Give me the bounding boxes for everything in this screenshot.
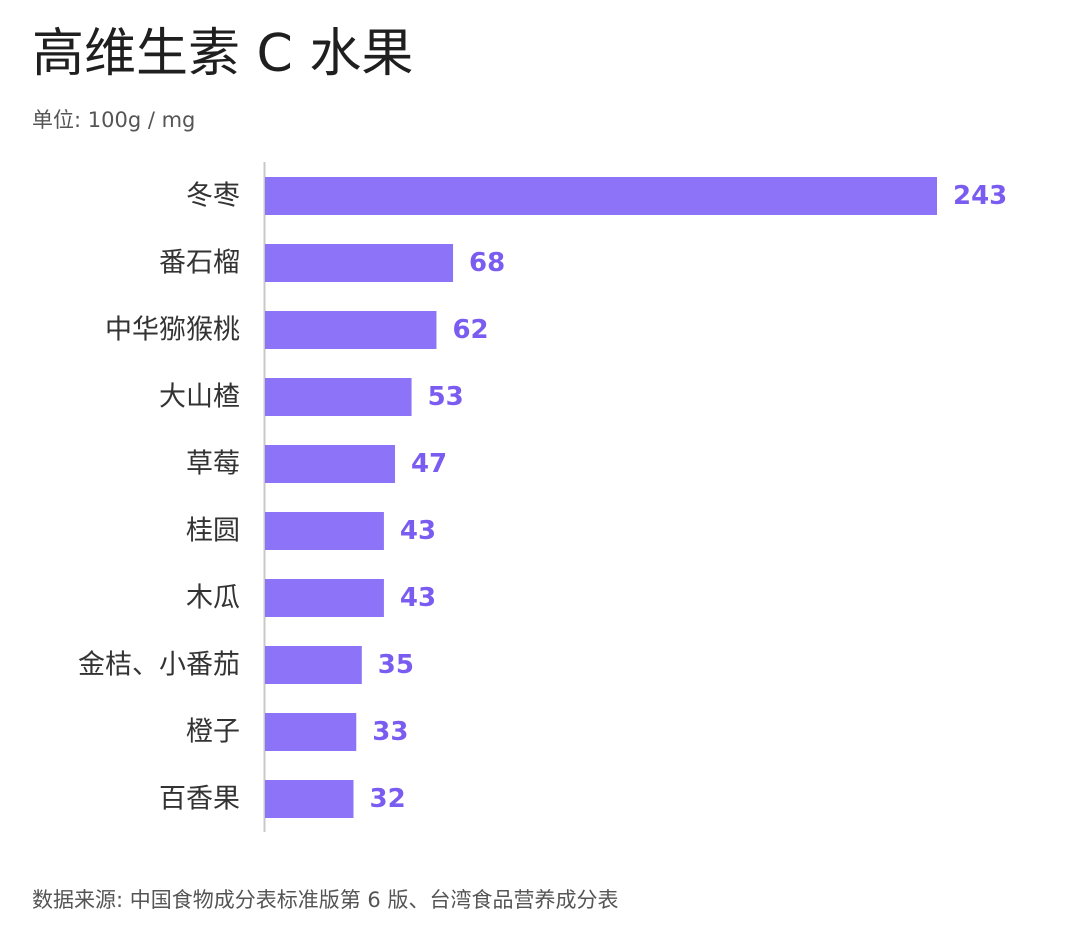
category-label: 木瓜: [186, 583, 240, 614]
value-label: 33: [372, 717, 408, 747]
category-label: 桂圆: [186, 516, 240, 547]
bar: [265, 177, 937, 215]
category-label: 冬枣: [186, 181, 240, 212]
value-label: 62: [452, 315, 488, 345]
category-label: 草莓: [186, 449, 240, 480]
category-label: 大山楂: [159, 382, 240, 413]
bar: [265, 579, 384, 617]
bar: [265, 378, 412, 416]
bar: [265, 713, 357, 751]
category-label: 番石榴: [159, 248, 240, 279]
value-label: 243: [953, 181, 1007, 211]
category-label: 中华猕猴桃: [105, 315, 240, 346]
bars-group: [265, 177, 937, 818]
data-source-note: 数据来源: 中国食物成分表标准版第 6 版、台湾食品营养成分表: [32, 888, 619, 912]
value-label: 43: [400, 516, 436, 546]
bar: [265, 244, 454, 282]
chart-title: 高维生素 C 水果: [32, 24, 414, 84]
value-label: 35: [378, 650, 414, 680]
category-label: 金桔、小番茄: [78, 650, 240, 681]
chart-subtitle: 单位: 100g / mg: [32, 108, 196, 132]
category-label: 百香果: [159, 784, 240, 815]
bar: [265, 445, 395, 483]
value-label: 47: [411, 449, 447, 479]
value-label: 53: [428, 382, 464, 412]
value-label: 68: [469, 248, 505, 278]
value-label: 32: [369, 784, 405, 814]
bar: [265, 311, 437, 349]
value-labels-group: 243 68 62 53 47 43 43 35 33 32: [369, 181, 1007, 814]
bar: [265, 512, 384, 550]
bar: [265, 780, 354, 818]
category-label: 橙子: [186, 717, 240, 748]
value-label: 43: [400, 583, 436, 613]
bar: [265, 646, 362, 684]
